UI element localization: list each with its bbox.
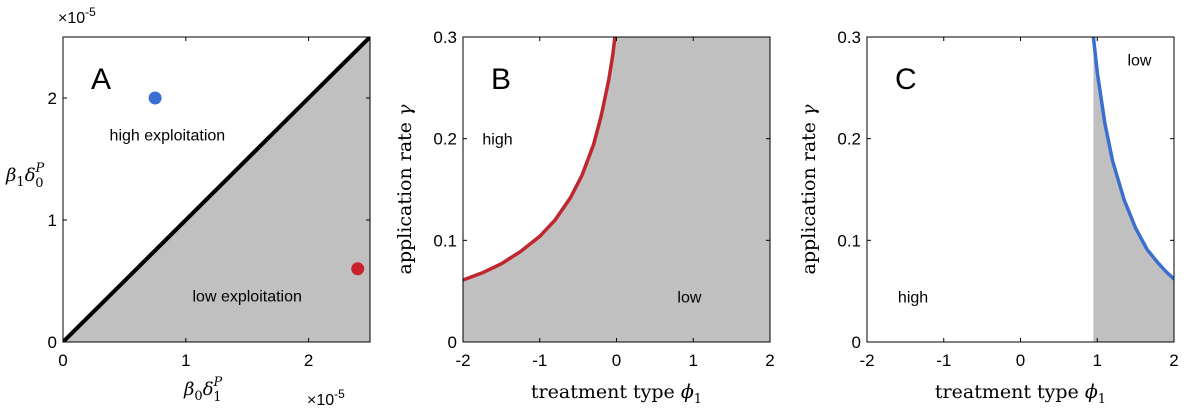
sym: γ	[798, 104, 820, 116]
y-tick-label: 0.2	[433, 130, 457, 149]
label-text: treatment type	[935, 381, 1085, 403]
region-label: low	[1127, 52, 1151, 69]
x-tick-label: -1	[532, 351, 547, 370]
y-tick-label: 0.1	[433, 231, 457, 250]
panel-label: C	[895, 63, 917, 96]
region-label: high	[898, 289, 928, 306]
y-axis-label: β1δP 0	[5, 161, 45, 191]
sub: 0	[35, 176, 43, 191]
sub: 0	[194, 389, 202, 404]
panel-label: A	[91, 63, 111, 96]
low-region-fill	[1093, 37, 1174, 342]
x-tick-label: 1	[689, 351, 698, 370]
y-tick-label: 0	[448, 333, 457, 352]
x-tick-label: 0	[1016, 351, 1025, 370]
x-tick-label: 1	[1093, 351, 1102, 370]
sym: δ	[203, 379, 214, 400]
panel-label: B	[491, 63, 511, 96]
sym: ϕ	[681, 381, 694, 403]
label-text: application rate	[798, 116, 820, 275]
sym: β	[183, 379, 194, 400]
sym: β	[5, 165, 16, 186]
x-tick-label: -2	[859, 351, 874, 370]
x-tick-label: 2	[765, 351, 774, 370]
low-region-fill	[463, 37, 770, 342]
sym: ϕ	[1085, 381, 1098, 403]
x-tick-label: 1	[181, 351, 190, 370]
x-exponent: ×10-5	[307, 387, 345, 409]
y-tick-label: 2	[48, 89, 57, 108]
y-tick-label: 0.3	[433, 28, 457, 47]
x-tick-label: -2	[455, 351, 470, 370]
x-tick-label: 2	[1169, 351, 1178, 370]
data-point	[148, 91, 162, 105]
sym: δ	[25, 165, 36, 186]
y-axis-label: application rate γ	[394, 104, 416, 275]
x-axis-label: treatment type ϕ1	[935, 381, 1106, 407]
sym: γ	[394, 104, 416, 116]
data-point	[351, 262, 365, 276]
y-axis-label: application rate γ	[798, 104, 820, 275]
y-exponent: ×10-5	[58, 5, 96, 27]
sub: 1	[694, 392, 702, 407]
y-tick-label: 1	[48, 211, 57, 230]
x-tick-label: 0	[612, 351, 621, 370]
plot-frame	[62, 36, 371, 343]
boundary-curve	[1091, 37, 1174, 281]
label-text: application rate	[394, 116, 416, 275]
boundary-curve	[463, 37, 617, 282]
x-axis-label: β0δP 1	[183, 375, 223, 405]
x-tick-label: 2	[304, 351, 313, 370]
region-label: high	[482, 132, 512, 149]
y-tick-label: 0.1	[837, 231, 861, 250]
y-tick-label: 0.3	[837, 28, 861, 47]
x-axis-label: treatment type ϕ1	[531, 381, 702, 407]
sub: 1	[213, 390, 221, 405]
sub: 1	[1098, 392, 1106, 407]
region-label: high exploitation	[110, 128, 226, 145]
sup: P	[35, 161, 45, 176]
region-label: low	[677, 289, 701, 306]
region-label: low exploitation	[192, 289, 301, 306]
exp-base: ×10	[307, 392, 334, 409]
boundary-curve	[63, 37, 370, 342]
y-tick-label: 0	[48, 333, 57, 352]
sup: P	[213, 375, 223, 390]
exp-power: -5	[334, 387, 345, 401]
x-tick-label: 0	[58, 351, 67, 370]
exp-base: ×10	[58, 10, 85, 27]
label-text: treatment type	[531, 381, 681, 403]
y-tick-label: 0	[852, 333, 861, 352]
x-tick-label: -1	[936, 351, 951, 370]
exp-power: -5	[85, 5, 96, 19]
y-tick-label: 0.2	[837, 130, 861, 149]
sub: 1	[16, 175, 24, 190]
